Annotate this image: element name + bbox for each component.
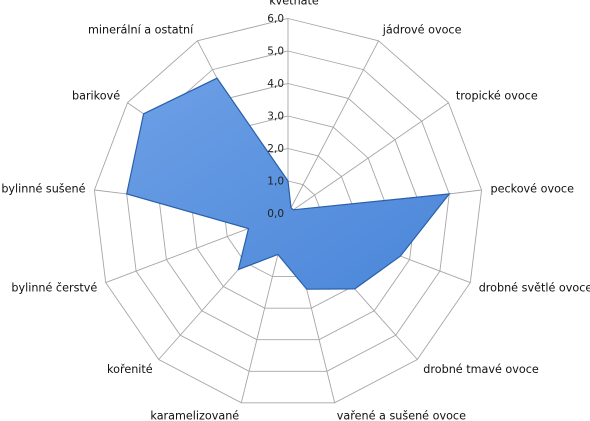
tick-label: 5,0 bbox=[267, 46, 284, 58]
tick-label: 3,0 bbox=[267, 111, 284, 123]
radial-axis-ticks: 0,0 1,0 2,0 3,0 4,0 5,0 6,0 bbox=[267, 13, 284, 220]
tick-label: 1,0 bbox=[267, 176, 284, 188]
category-label: minerální a ostatní bbox=[88, 23, 194, 36]
series-area bbox=[125, 77, 451, 290]
tick-label: 6,0 bbox=[267, 13, 284, 25]
category-label: drobné světlé ovoce bbox=[479, 281, 590, 294]
category-label: bylinné sušené bbox=[1, 182, 85, 195]
tick-label: 0,0 bbox=[267, 208, 284, 220]
category-label: bylinné čerstvé bbox=[11, 281, 97, 294]
grid-spoke bbox=[287, 40, 379, 214]
category-label: jádrové ovoce bbox=[382, 23, 462, 36]
category-label: drobné tmavé ovoce bbox=[423, 363, 539, 376]
category-label: peckové ovoce bbox=[491, 182, 575, 195]
tick-label: 2,0 bbox=[267, 143, 284, 155]
category-label: vařené a sušené ovoce bbox=[337, 410, 466, 421]
grid-spoke bbox=[287, 102, 449, 214]
radar-series bbox=[125, 77, 451, 290]
category-label: tropické ovoce bbox=[456, 89, 538, 102]
grid-ring bbox=[93, 18, 483, 404]
category-label: karamelizované bbox=[150, 410, 239, 421]
category-label: květnaté bbox=[269, 0, 319, 8]
category-label: kořenité bbox=[107, 363, 153, 376]
tick-label: 4,0 bbox=[267, 78, 284, 90]
category-label: barikové bbox=[72, 89, 120, 102]
